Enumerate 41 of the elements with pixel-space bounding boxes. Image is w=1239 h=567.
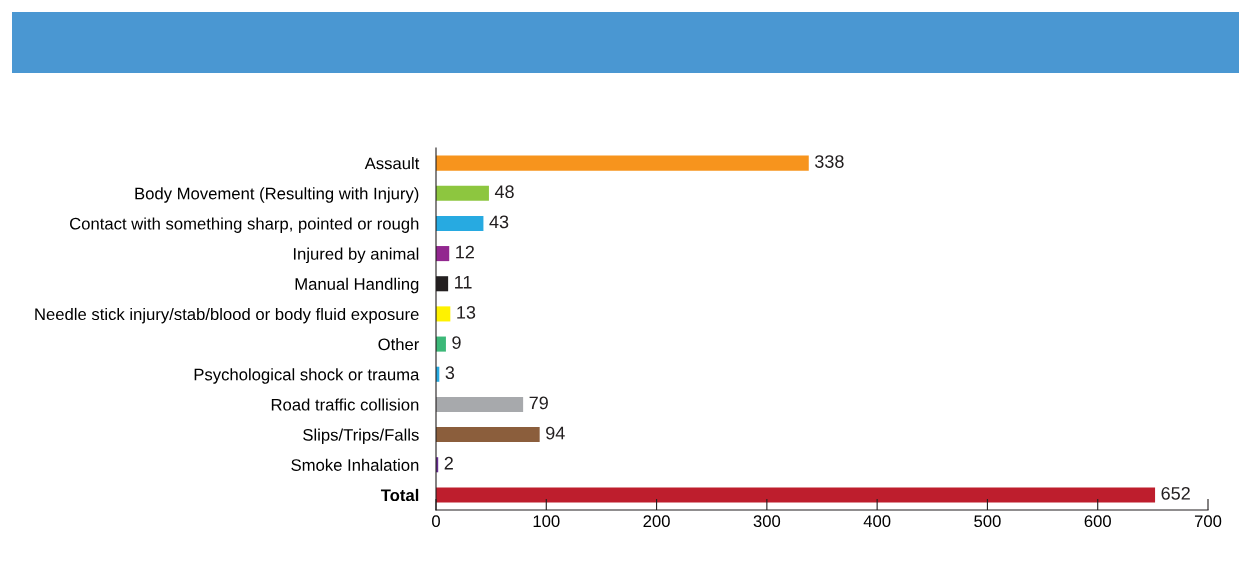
data-label: 11 (455, 276, 472, 289)
data-label: 79 (529, 396, 548, 410)
bar (436, 306, 451, 322)
y-tick-label: Manual Handling (295, 277, 419, 294)
x-tick-label: 700 (1194, 515, 1222, 528)
data-label: 43 (489, 215, 509, 229)
y-tick-label: Needle stick injury/stab/blood or body fluid exposure (35, 307, 419, 324)
data-label: 338 (815, 155, 844, 168)
y-tick-label: Road traffic collision (271, 398, 419, 411)
x-tick-label: 200 (643, 515, 670, 528)
data-label: 9 (452, 336, 461, 349)
bar (436, 185, 489, 201)
bar (436, 215, 484, 231)
data-label: 652 (1161, 486, 1190, 500)
data-label: 94 (546, 426, 565, 440)
x-tick-label: 400 (863, 515, 891, 528)
data-label: 2 (444, 456, 453, 470)
y-tick-label: Assault (364, 157, 420, 170)
data-label: 13 (457, 305, 476, 319)
y-tick-label: Contact with something sharp, pointed or rough (70, 217, 419, 233)
x-tick-label: 500 (974, 515, 1001, 528)
data-label: 12 (456, 245, 474, 259)
bar (436, 487, 1156, 503)
y-tick-label: Smoke Inhalation (291, 458, 419, 471)
data-label: 48 (494, 185, 514, 199)
bar (436, 427, 540, 443)
y-tick-label: Other (378, 338, 420, 351)
y-tick-label: Total (380, 488, 419, 502)
bar (436, 155, 809, 171)
y-tick-label: Injured by animal (293, 247, 419, 264)
x-tick-label: 600 (1084, 515, 1111, 528)
x-tick-label: 0 (432, 515, 440, 528)
x-tick-label: 100 (533, 515, 560, 528)
bar (436, 396, 524, 412)
y-tick-label: Body Movement (Resulting with Injury) (135, 187, 419, 203)
y-tick-label: Slips/Trips/Falls (303, 428, 419, 445)
data-label: 3 (445, 366, 455, 380)
y-tick-label: Psychological shock or trauma (194, 368, 420, 384)
x-tick-label: 300 (753, 515, 781, 528)
bar (436, 246, 450, 262)
bar (436, 336, 446, 352)
